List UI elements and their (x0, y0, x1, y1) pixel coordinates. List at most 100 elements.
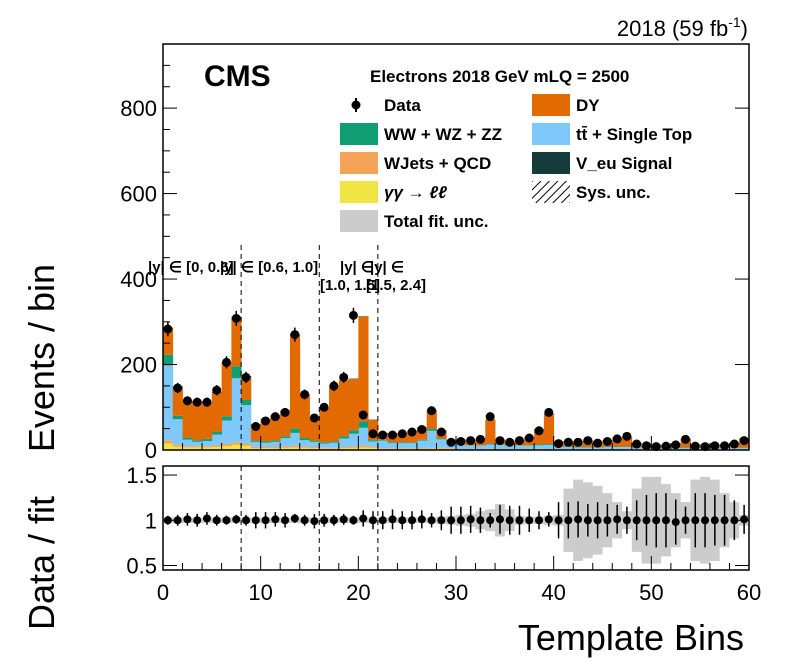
bar-tt-single-top-bin-59 (739, 447, 750, 450)
bar-series-0-bin-11 (270, 448, 281, 450)
bar-ww-wz-zz-bin-2 (182, 437, 193, 440)
ratio-point-bin-43 (583, 516, 592, 525)
main-region-boundaries (240, 245, 379, 450)
main-ytick-label-200: 200 (120, 353, 157, 378)
ratio-point-bin-45 (603, 516, 612, 525)
bar-ww-wz-zz-bin-33 (485, 443, 496, 445)
data-point-bin-30 (456, 436, 466, 446)
data-point-bin-20 (358, 410, 368, 420)
bar-ww-wz-zz-bin-13 (289, 428, 301, 433)
legend-item-signal: V_eu Signal (532, 152, 672, 174)
bar-ww-wz-zz-bin-5 (211, 431, 222, 435)
data-point-bin-2 (182, 396, 192, 406)
data-point-bin-40 (554, 439, 564, 449)
svg-text:tt̄ + Single Top: tt̄ + Single Top (576, 125, 692, 144)
y-axis-title-main: Events / bin (21, 264, 62, 452)
ratio-point-bin-27 (427, 516, 436, 525)
data-point-bin-50 (651, 442, 661, 452)
data-point-bin-31 (466, 436, 476, 446)
ratio-xtick-label-30: 30 (444, 580, 468, 605)
bar-wjets-qcd-bin-11 (270, 447, 281, 449)
bar-ww-wz-zz-bin-4 (202, 438, 213, 442)
bar-series-0-bin-14 (299, 447, 310, 450)
bar-series-0-bin-21 (368, 447, 379, 450)
data-point-bin-12 (280, 407, 290, 417)
bar-ww-wz-zz-bin-3 (192, 440, 203, 442)
data-point-bin-58 (729, 439, 739, 449)
bar-dy-bin-20 (358, 316, 369, 422)
bar-tt-single-top-bin-16 (319, 443, 330, 448)
bar-wjets-qcd-bin-29 (446, 448, 457, 450)
data-point-bin-28 (436, 427, 446, 437)
bar-ww-wz-zz-bin-17 (329, 441, 340, 443)
ratio-point-bin-9 (251, 516, 260, 525)
bar-ww-wz-zz-bin-24 (397, 442, 408, 444)
data-point-bin-0 (163, 324, 173, 334)
ratio-ytick-label-1.5: 1.5 (126, 463, 157, 488)
ratio-point-bin-8 (242, 516, 251, 525)
ratio-point-bin-15 (310, 517, 319, 526)
data-point-bin-7 (231, 313, 241, 323)
bar-dy-bin-10 (260, 419, 271, 442)
data-point-bin-4 (202, 397, 212, 407)
bar-dy-bin-3 (192, 401, 203, 441)
bar-dy-bin-47 (622, 437, 633, 447)
bar-ww-wz-zz-bin-6 (221, 416, 232, 421)
data-point-bin-37 (524, 433, 534, 443)
ratio-point-bin-31 (466, 515, 475, 524)
ratio-point-bin-28 (437, 516, 446, 525)
ratio-point-bin-17 (329, 516, 338, 525)
data-point-bin-39 (544, 407, 554, 417)
bar-ww-wz-zz-bin-23 (387, 442, 398, 444)
bar-ww-wz-zz-bin-14 (299, 438, 310, 441)
bar-tt-single-top-bin-9 (250, 441, 262, 448)
bar-ww-wz-zz-bin-15 (309, 440, 320, 442)
legend-item-gamgam: γγ → ℓℓ (340, 181, 447, 203)
bar-dy-bin-33 (485, 420, 496, 444)
bar-ww-wz-zz-bin-1 (172, 415, 183, 420)
main-ytick-label-600: 600 (120, 182, 157, 207)
bar-tt-single-top-bin-19 (348, 433, 359, 447)
bar-tt-single-top-bin-44 (592, 447, 603, 450)
bar-series-0-bin-3 (192, 447, 203, 450)
bar-series-0-bin-15 (309, 448, 320, 450)
ratio-point-bin-29 (447, 516, 456, 525)
bar-ww-wz-zz-bin-39 (543, 444, 555, 445)
ratio-point-bin-32 (476, 516, 485, 525)
data-point-bin-16 (319, 402, 329, 412)
bar-tt-single-top-bin-39 (543, 444, 555, 450)
legend-item-dy: DY (532, 94, 600, 116)
data-point-bin-48 (632, 439, 642, 449)
data-point-bin-57 (720, 441, 730, 451)
bar-tt-single-top-bin-32 (475, 445, 486, 450)
data-point-bin-18 (339, 372, 349, 382)
bar-dy-bin-6 (221, 362, 232, 417)
bar-wjets-qcd-bin-15 (309, 447, 320, 449)
data-point-bin-21 (368, 429, 378, 439)
main-stack-bars (163, 316, 750, 450)
ratio-point-bin-52 (671, 518, 680, 527)
ratio-point-bin-6 (222, 516, 231, 525)
ratio-point-bin-46 (613, 515, 622, 524)
bar-ww-wz-zz-bin-0 (163, 354, 174, 366)
data-point-bin-42 (573, 437, 583, 447)
data-point-bin-55 (700, 442, 710, 452)
ratio-point-bin-10 (261, 516, 270, 525)
bar-tt-single-top-bin-34 (495, 444, 506, 450)
bar-wjets-qcd-bin-20 (358, 445, 369, 448)
data-point-bin-51 (661, 441, 671, 451)
ratio-point-bin-34 (495, 515, 504, 524)
ratio-point-bin-38 (535, 516, 544, 525)
region-label-3a: |y| ∈ (340, 259, 374, 276)
bar-dy-bin-13 (289, 334, 301, 429)
bar-ww-wz-zz-bin-20 (358, 421, 369, 428)
data-point-bin-3 (192, 397, 202, 407)
bar-dy-bin-15 (309, 418, 320, 441)
bar-wjets-qcd-bin-26 (416, 448, 428, 450)
bar-wjets-qcd-bin-0 (163, 440, 174, 444)
svg-text:WW + WZ + ZZ: WW + WZ + ZZ (384, 125, 502, 144)
bar-ww-wz-zz-bin-27 (426, 428, 437, 431)
bar-wjets-qcd-bin-12 (280, 446, 291, 448)
bar-tt-single-top-bin-12 (280, 438, 291, 447)
ratio-point-bin-13 (290, 514, 299, 523)
